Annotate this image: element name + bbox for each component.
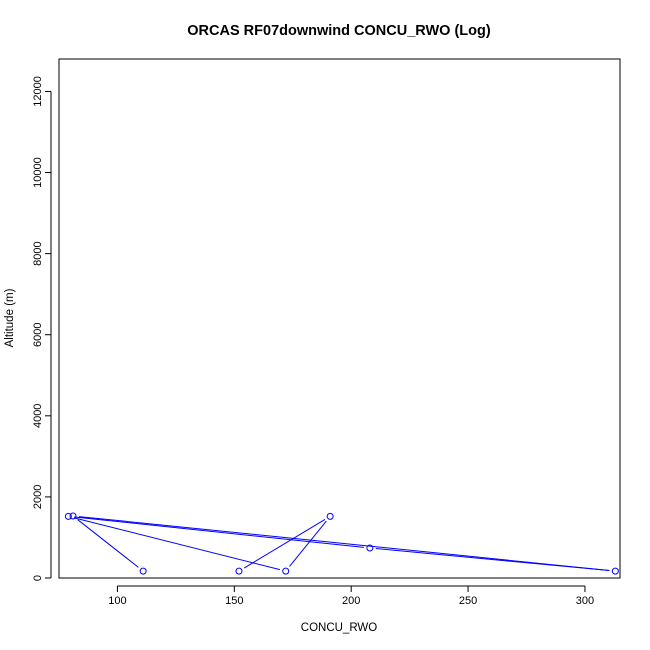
y-tick-label: 4000 — [32, 404, 44, 428]
y-axis: 0 2000 4000 6000 8000 10000 12000 — [32, 76, 52, 581]
series-segment — [243, 519, 326, 569]
data-point — [611, 567, 619, 575]
y-tick-label: 12000 — [32, 76, 44, 107]
x-axis-label: CONCU_RWO — [301, 622, 378, 634]
data-point — [235, 567, 243, 575]
y-tick-label: 0 — [32, 575, 44, 581]
series-segment — [74, 517, 281, 571]
x-tick-label: 250 — [459, 595, 477, 607]
series-segment — [375, 548, 610, 572]
y-axis-label: Altitude (m) — [4, 288, 16, 347]
x-tick-label: 100 — [108, 595, 126, 607]
x-tick-label: 300 — [576, 595, 594, 607]
data-point — [326, 512, 334, 520]
x-axis: 100 150 200 250 300 — [108, 585, 594, 607]
plot-frame — [58, 58, 621, 579]
data-point — [366, 544, 374, 552]
chart-title: ORCAS RF07downwind CONCU_RWO (Log) — [187, 23, 491, 39]
series-layer — [64, 512, 619, 575]
y-tick-label: 2000 — [32, 485, 44, 509]
data-point — [69, 512, 77, 520]
y-tick-label: 10000 — [32, 157, 44, 188]
series-segment — [77, 519, 139, 568]
data-point — [139, 567, 147, 575]
series-segment — [289, 520, 327, 567]
x-tick-label: 150 — [225, 595, 243, 607]
y-tick-label: 6000 — [32, 322, 44, 346]
x-tick-label: 200 — [342, 595, 360, 607]
y-tick-label: 8000 — [32, 241, 44, 265]
series-segment — [78, 516, 610, 571]
series-segment — [74, 516, 364, 548]
data-point — [282, 567, 290, 575]
data-point — [64, 512, 72, 520]
